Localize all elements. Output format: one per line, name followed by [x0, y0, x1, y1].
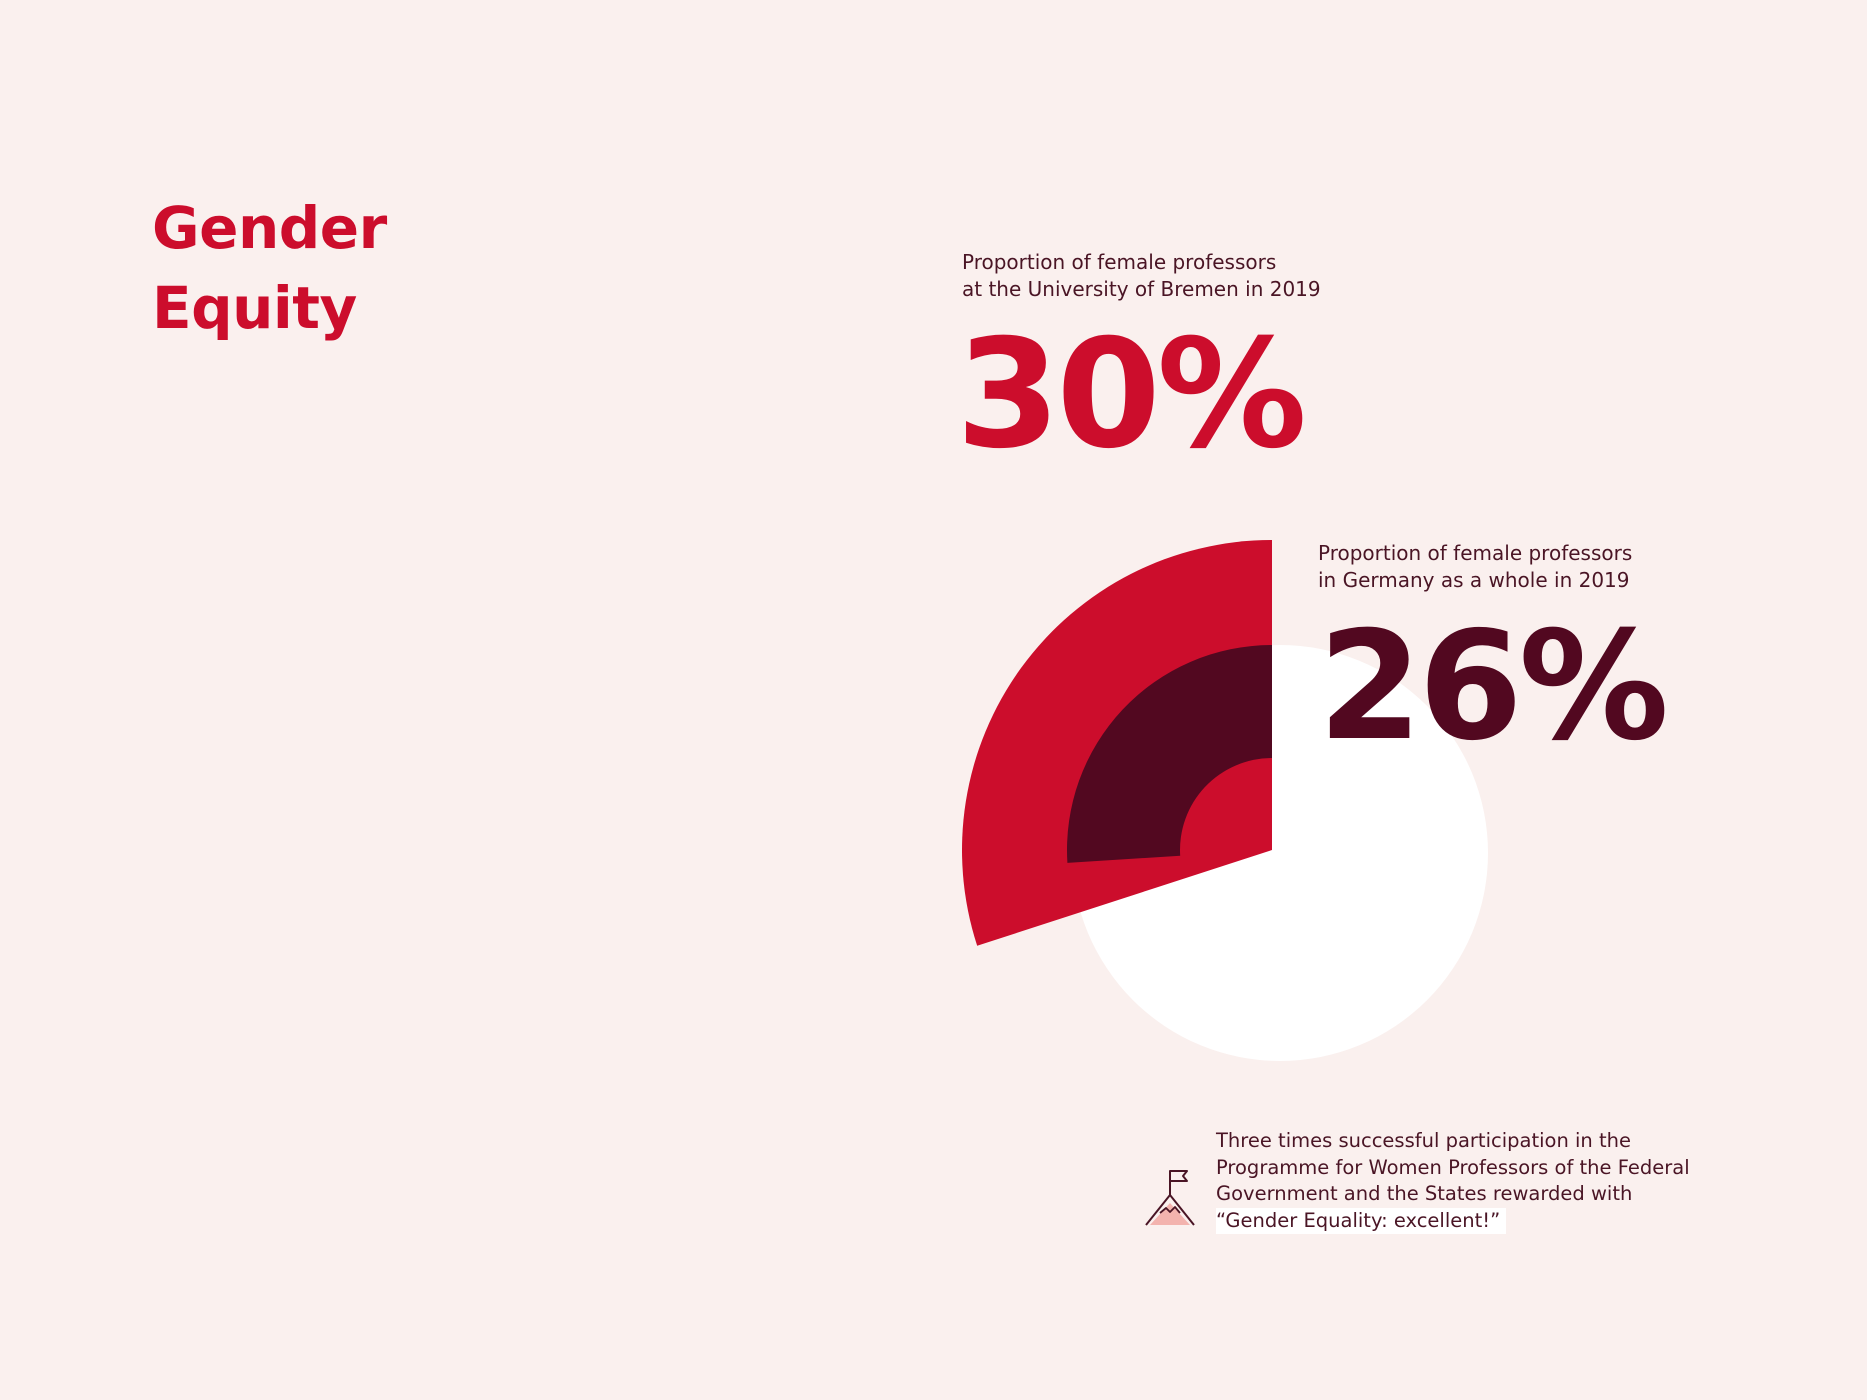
award-note: Three times successful participation in …: [1216, 1128, 1690, 1234]
award-note-line-4: “Gender Equality: excellent!”: [1216, 1207, 1507, 1234]
title-line-2: Equity: [152, 274, 357, 342]
page-title: Gender Equity: [152, 188, 387, 348]
germany-sector: [1067, 645, 1272, 863]
mountain-flag-icon: [1145, 1170, 1195, 1226]
bremen-caption-line-1: Proportion of female professors: [962, 250, 1277, 274]
bremen-caption: Proportion of female professors at the U…: [962, 249, 1321, 303]
title-line-1: Gender: [152, 194, 387, 262]
germany-percentage: 26%: [1318, 600, 1669, 774]
germany-caption: Proportion of female professors in Germa…: [1318, 540, 1632, 594]
germany-caption-line-1: Proportion of female professors: [1318, 541, 1633, 565]
award-note-line-1: Three times successful participation in …: [1216, 1129, 1631, 1152]
award-note-line-2: Programme for Women Professors of the Fe…: [1216, 1155, 1690, 1179]
award-note-line-3: Government and the States rewarded with: [1216, 1182, 1633, 1205]
bremen-caption-line-2: at the University of Bremen in 2019: [962, 277, 1321, 301]
germany-caption-line-2: in Germany as a whole in 2019: [1318, 568, 1630, 592]
bremen-percentage: 30%: [956, 308, 1307, 482]
